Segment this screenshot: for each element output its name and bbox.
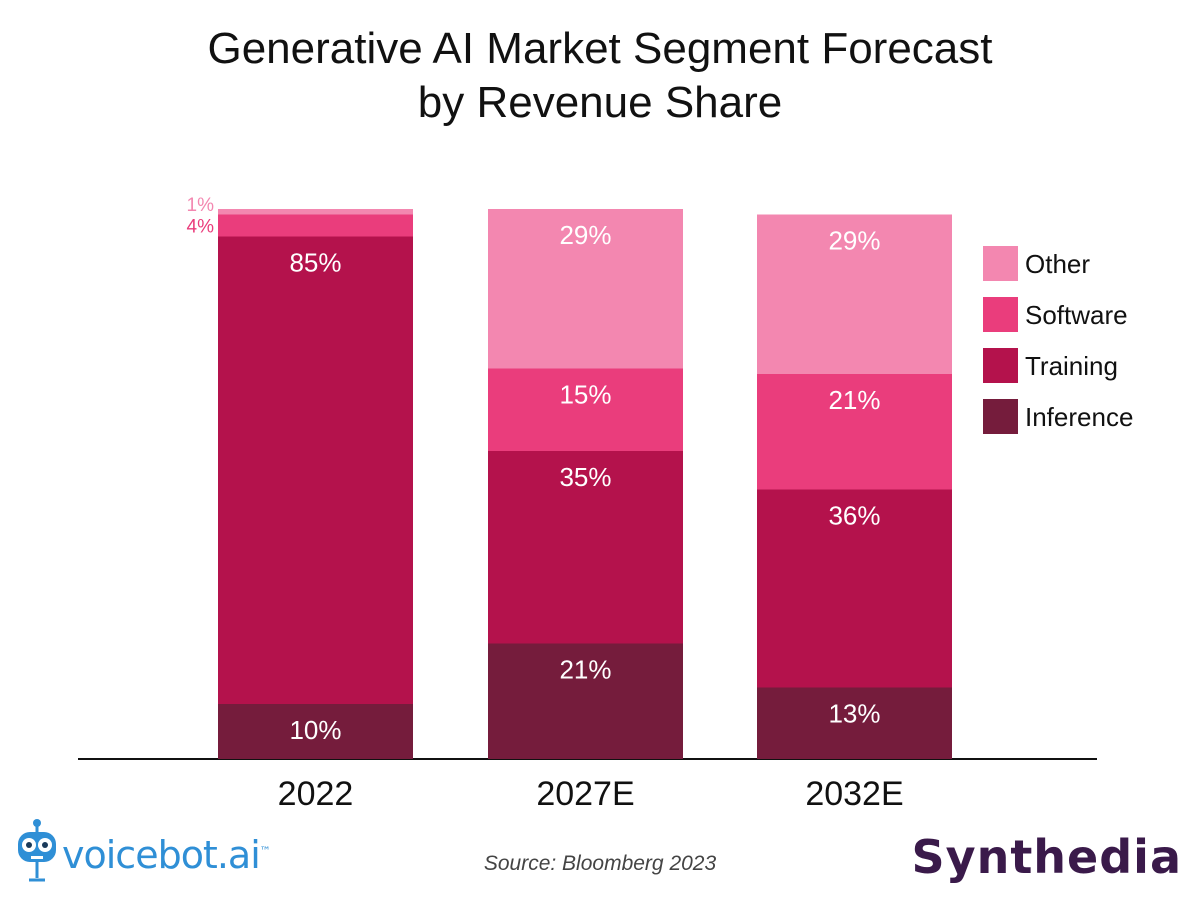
data-label-2032e-software: 21% — [828, 385, 880, 415]
data-label-2032e-inference: 13% — [828, 699, 880, 729]
data-label-2022-inference: 10% — [289, 715, 341, 745]
robot-mascot-icon — [18, 819, 56, 882]
bar-2022-software — [218, 214, 413, 237]
chart-title-line-2: by Revenue Share — [417, 78, 783, 127]
bar-2032e-training — [757, 489, 952, 688]
legend-label-training: Training — [1025, 351, 1118, 381]
trademark-symbol: ™ — [259, 844, 271, 858]
synthedia-logo: Synthedia — [911, 830, 1182, 884]
x-tick-label-2032e: 2032E — [805, 775, 903, 813]
legend-swatch-other — [983, 246, 1018, 281]
chart-title: Generative AI Market Segment Forecast by… — [0, 22, 1200, 130]
legend-label-inference: Inference — [1025, 402, 1133, 432]
bar-2032e-software — [757, 374, 952, 490]
source-note: Source: Bloomberg 2023 — [483, 852, 717, 875]
data-label-2027e-software: 15% — [559, 380, 611, 410]
data-label-2022-training: 85% — [289, 248, 341, 278]
bar-2027e-software — [488, 368, 683, 451]
voicebot-logo: voicebot.ai™ — [14, 818, 271, 888]
bar-2027e-inference — [488, 643, 683, 759]
legend-label-other: Other — [1025, 249, 1090, 279]
legend-swatch-software — [983, 297, 1018, 332]
data-label-2027e-training: 35% — [559, 462, 611, 492]
x-tick-label-2022: 2022 — [278, 775, 354, 813]
bar-2022-inference — [218, 704, 413, 759]
chart-title-line-1: Generative AI Market Segment Forecast — [207, 24, 993, 73]
data-label-2032e-training: 36% — [828, 501, 880, 531]
bar-2027e-other — [488, 209, 683, 369]
voicebot-wordmark: voicebot.ai — [62, 833, 261, 877]
x-tick-label-2027e: 2027E — [536, 775, 634, 813]
bar-2027e-training — [488, 451, 683, 644]
legend-label-software: Software — [1025, 300, 1128, 330]
data-label-2022-other: 1% — [187, 195, 215, 216]
data-label-2027e-inference: 21% — [559, 655, 611, 685]
data-label-2027e-other: 29% — [559, 220, 611, 250]
bar-2032e-other — [757, 214, 952, 374]
data-label-2032e-other: 29% — [828, 226, 880, 256]
legend-swatch-training — [983, 348, 1018, 383]
legend-swatch-inference — [983, 399, 1018, 434]
data-label-2022-software: 4% — [187, 217, 215, 238]
bar-2022-other — [218, 209, 413, 215]
bar-2022-training — [218, 236, 413, 704]
bar-2032e-inference — [757, 687, 952, 759]
